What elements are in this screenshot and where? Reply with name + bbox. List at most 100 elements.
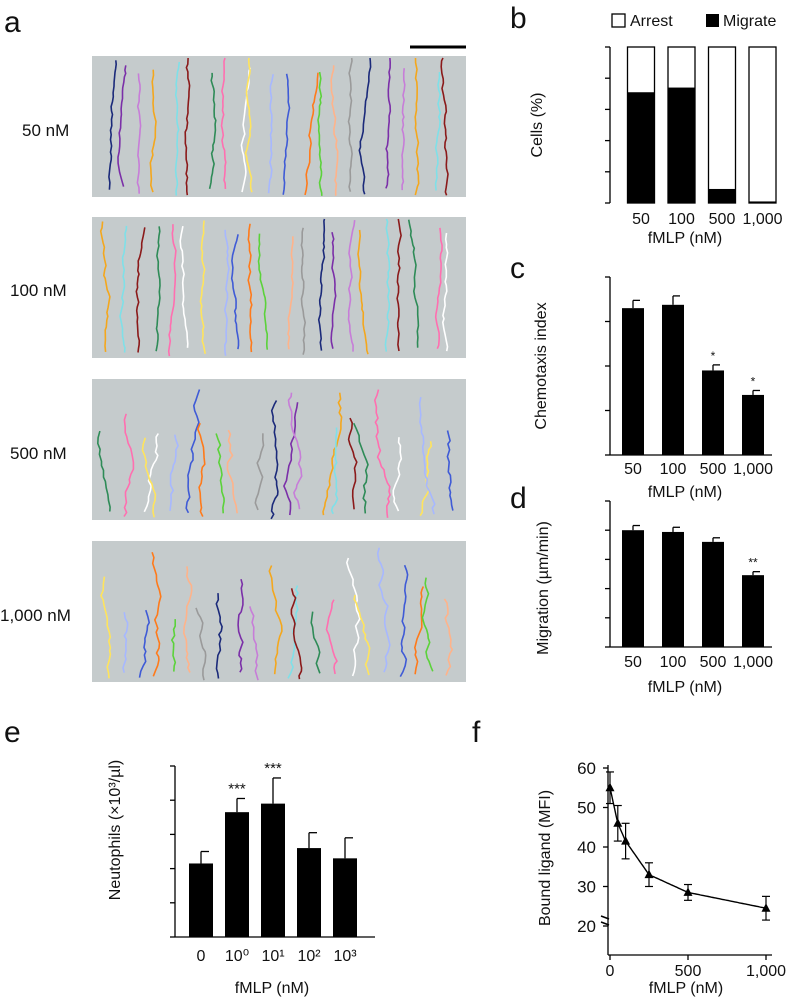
migration-tracks	[97, 57, 454, 681]
significance-marker: **	[748, 556, 758, 570]
cell-track	[247, 223, 253, 353]
x-tick-label: 100	[660, 654, 687, 671]
cell-track	[407, 219, 420, 348]
y-axis-label: Chemotaxis index	[533, 302, 550, 429]
cell-track	[136, 73, 142, 194]
cell-track	[155, 226, 161, 352]
y-tick-label: 20	[577, 917, 596, 936]
cell-track	[418, 396, 436, 515]
cell-track	[141, 437, 157, 518]
cell-track	[353, 594, 371, 676]
cell-track	[199, 220, 206, 354]
cell-track	[346, 557, 361, 677]
cell-track	[215, 593, 223, 679]
panel-f-chart: Bound ligand (MFI) fMLP (nM) 20 30 40 50 60 0…	[537, 759, 786, 997]
panel-label-a: a	[4, 6, 21, 39]
row-label-500nm: 500 nM	[10, 444, 67, 463]
bar-migrate	[627, 92, 655, 203]
cell-track	[138, 609, 150, 678]
cell-track	[357, 229, 369, 355]
cell-track	[143, 433, 159, 513]
y-axis-label: Cells (%)	[529, 93, 546, 158]
cell-track	[322, 392, 343, 516]
cell-track	[149, 69, 157, 193]
legend-swatch-migrate	[706, 14, 719, 27]
cell-track	[195, 607, 207, 681]
x-tick-label: 500	[700, 654, 727, 671]
cell-track	[443, 598, 454, 676]
cell-track	[434, 71, 442, 191]
row-label-100nm: 100 nM	[10, 281, 67, 300]
x-tick-label: 500	[709, 211, 736, 228]
cell-track	[384, 218, 391, 352]
y-tick-label: 30	[577, 878, 596, 897]
row-label-1000nm: 1,000 nM	[0, 606, 71, 625]
cell-track	[117, 65, 127, 187]
x-tick-label: 500	[700, 461, 727, 478]
cell-track	[237, 578, 244, 673]
cell-track	[385, 57, 392, 189]
y-axis-label: Migration (µm/min)	[535, 521, 552, 655]
cell-track	[421, 577, 434, 672]
cell-track	[123, 413, 135, 517]
significance-marker: *	[711, 349, 716, 363]
x-tick-label: 10³	[333, 948, 357, 965]
x-axis-label: fMLP (nM)	[648, 484, 722, 501]
cell-track	[304, 72, 319, 196]
legend-label-migrate: Migrate	[723, 13, 776, 30]
x-tick-label: 1,000	[746, 963, 786, 980]
cell-track	[347, 219, 356, 352]
x-tick-label: 10²	[297, 948, 321, 965]
y-axis-label: Neutophils (×10³/µl)	[107, 760, 124, 900]
cell-track	[330, 427, 339, 515]
cell-track	[446, 430, 454, 511]
x-tick-label: 500	[675, 963, 702, 980]
bar	[742, 394, 764, 455]
bar	[742, 575, 764, 647]
cell-track	[97, 430, 111, 512]
cell-track	[290, 588, 303, 680]
x-axis-label: fMLP (nM)	[649, 980, 723, 997]
cell-track	[330, 232, 337, 349]
bar	[189, 863, 213, 937]
panel-b-chart: Arrest Migrate Cells (%) fMLP (nM) 50 100…	[529, 13, 783, 247]
bar-migrate	[668, 87, 695, 203]
legend-swatch-arrest	[611, 13, 626, 28]
cell-track	[108, 60, 117, 190]
bar	[662, 531, 684, 647]
cell-track	[270, 400, 279, 520]
cell-track	[185, 389, 201, 514]
cell-track	[167, 224, 177, 357]
bar	[662, 304, 684, 455]
cell-track	[267, 74, 274, 194]
panel-label-e: e	[4, 716, 21, 749]
significance-marker: ***	[228, 780, 246, 797]
cell-track	[317, 71, 323, 196]
panel-label-b: b	[510, 2, 527, 35]
panel-c-chart: Chemotaxis index fMLP (nM) 50 100 * 500 * 1,0…	[533, 276, 773, 501]
y-tick-label: 60	[577, 759, 596, 778]
x-axis-label: fMLP (nM)	[235, 980, 309, 997]
bar-arrest	[748, 46, 777, 204]
cell-track	[282, 73, 291, 195]
data-point-triangle	[621, 836, 631, 845]
cell-track	[325, 599, 338, 675]
legend-label-arrest: Arrest	[630, 13, 673, 30]
track-image-1000nm	[92, 541, 466, 682]
cell-track	[317, 218, 326, 351]
cell-track	[440, 57, 449, 196]
bar	[702, 541, 724, 647]
cell-track	[401, 68, 406, 191]
cell-track	[183, 566, 193, 673]
cell-track	[208, 72, 217, 189]
data-point-triangle	[644, 869, 654, 879]
x-tick-label: 50	[632, 211, 650, 228]
cell-track	[376, 547, 391, 673]
cell-track	[434, 227, 443, 350]
significance-marker: ***	[264, 760, 282, 777]
cell-track	[414, 586, 425, 675]
x-tick-label: 1,000	[733, 461, 773, 478]
cell-track	[240, 67, 252, 193]
panel-label-d: d	[510, 482, 527, 515]
cell-track	[99, 221, 111, 352]
